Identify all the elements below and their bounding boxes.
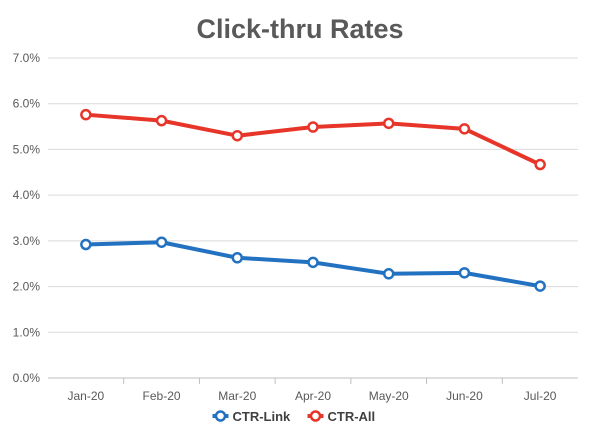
data-point-ctr-all (534, 158, 546, 171)
data-point-ctr-all (307, 121, 319, 133)
x-tick-label: Mar-20 (218, 389, 256, 403)
x-axis-ticks: Jan-20 Feb-20 Mar-20 Apr-20 May-20 Jun-20 Jul-… (68, 378, 557, 403)
y-tick-label: 1.0% (13, 325, 41, 339)
series-lines (80, 108, 546, 292)
legend-marker-ctr-link (214, 410, 227, 422)
data-point-ctr-all (80, 108, 92, 121)
legend-label-ctr-all: CTR-All (328, 409, 376, 424)
y-tick-label: 7.0% (13, 51, 41, 65)
gridlines (48, 57, 578, 379)
data-point-ctr-all (382, 117, 395, 130)
x-tick-label: Feb-20 (143, 389, 181, 403)
data-point-ctr-all (231, 129, 244, 142)
x-tick-label: May-20 (369, 389, 409, 403)
x-tick-label: Jul-20 (524, 389, 557, 403)
data-point-ctr-link (382, 268, 395, 280)
legend-label-ctr-link: CTR-Link (233, 409, 292, 424)
y-axis-ticks: 0.0% 1.0% 2.0% 3.0% 4.0% 5.0% 6.0% 7.0% (13, 51, 41, 385)
data-point-ctr-link (231, 252, 244, 264)
y-tick-label: 2.0% (13, 280, 41, 294)
legend-marker-ctr-all (309, 410, 322, 422)
data-point-ctr-all (155, 114, 168, 127)
data-point-ctr-link (307, 256, 319, 269)
y-tick-label: 3.0% (13, 234, 41, 248)
y-tick-label: 0.0% (13, 371, 41, 385)
x-tick-label: Jun-20 (446, 389, 483, 403)
chart-title: Click-thru Rates (196, 14, 403, 44)
x-tick-label: Apr-20 (295, 389, 331, 403)
x-tick-label: Jan-20 (68, 389, 105, 403)
data-point-ctr-link (80, 238, 92, 251)
y-tick-label: 6.0% (13, 97, 41, 111)
legend: CTR-Link CTR-All (212, 409, 376, 424)
data-point-ctr-all (458, 123, 471, 135)
data-point-ctr-link (155, 236, 168, 248)
y-tick-label: 5.0% (13, 142, 41, 156)
data-point-ctr-link (458, 267, 471, 279)
data-point-ctr-link (534, 280, 546, 292)
y-tick-label: 4.0% (13, 188, 41, 202)
